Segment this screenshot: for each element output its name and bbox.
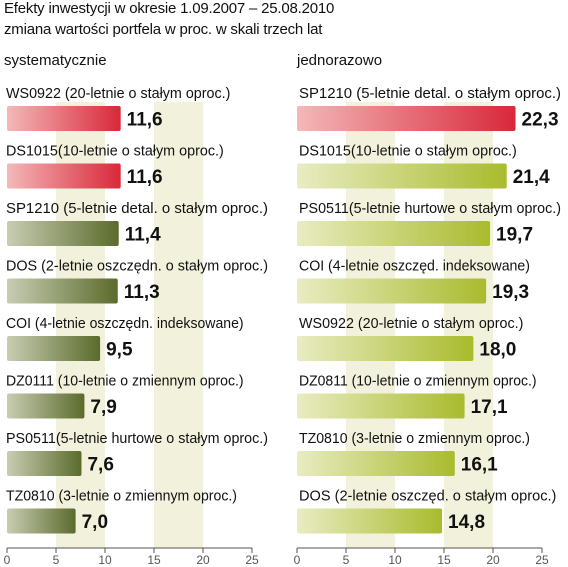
category-label: PS0511(5-letnie hurtowe o stałym oproc.) xyxy=(299,201,561,217)
category-label: DS1015(10-letnie o stałym oproc.) xyxy=(6,144,224,160)
bar xyxy=(7,163,121,189)
x-tick-label: 15 xyxy=(147,553,161,567)
category-label: COI (4-letnie oszczęd. indeksowane) xyxy=(299,259,530,275)
category-label: DOS (2-letnie oszczęd. o stałym oproc.) xyxy=(299,489,556,505)
bar xyxy=(297,451,455,476)
bar xyxy=(7,336,101,361)
chart-subtitle: zmiana wartości portfela w proc. w skali… xyxy=(4,21,323,38)
x-tick-label: 20 xyxy=(486,553,500,567)
category-label: WS0922 (20-letnie o stałym oproc.) xyxy=(6,86,230,102)
value-label: 19,3 xyxy=(492,282,529,303)
x-tick-label: 0 xyxy=(4,553,11,567)
x-tick-label: 15 xyxy=(437,553,451,567)
chart-title: Efekty inwestycji w okresie 1.09.2007 – … xyxy=(4,0,335,17)
value-label: 18,0 xyxy=(479,340,516,361)
value-label: 16,1 xyxy=(461,455,498,476)
bar xyxy=(7,221,119,246)
value-label: 19,7 xyxy=(496,225,533,246)
category-label: DZ0111 (10-letnie o zmiennym oproc.) xyxy=(6,374,244,390)
category-label: SP1210 (5-letnie detal. o stałym oproc.) xyxy=(299,86,561,102)
bar xyxy=(7,393,85,419)
bar xyxy=(297,336,474,361)
bar xyxy=(297,221,491,246)
value-label: 7,0 xyxy=(82,512,108,533)
panel-systematycznie: 0 5 10 15 20 25 WS0922 (20-letnie o stałym opr… xyxy=(4,86,268,567)
category-label: WS0922 (20-letnie o stałym oproc.) xyxy=(299,316,523,332)
panel-title-jednorazowo: jednorazowo xyxy=(297,52,383,69)
value-label: 22,3 xyxy=(522,110,559,131)
x-tick-label: 25 xyxy=(245,553,259,567)
value-label: 9,5 xyxy=(106,340,133,361)
value-label: 21,4 xyxy=(513,167,550,188)
category-label: DZ0811 (10-letnie o zmiennym oproc.) xyxy=(299,374,537,390)
category-label: DOS (2-letnie oszczędn. o stałym oproc.) xyxy=(6,259,268,275)
value-label: 14,8 xyxy=(448,512,485,533)
value-label: 11,6 xyxy=(127,110,163,131)
x-tick-label: 25 xyxy=(535,553,549,567)
value-label: 7,9 xyxy=(90,397,116,418)
value-label: 7,6 xyxy=(87,455,113,476)
x-tick-label: 5 xyxy=(343,553,350,567)
x-tick-label: 10 xyxy=(388,553,402,567)
x-tick-label: 5 xyxy=(53,553,60,567)
category-label: TZ0810 (3-letnie o zmiennym oproc.) xyxy=(299,431,530,447)
value-label: 11,4 xyxy=(125,225,161,246)
category-label: TZ0810 (3-letnie o zmiennym oproc.) xyxy=(6,489,237,505)
x-tick-label: 20 xyxy=(196,553,210,567)
bar xyxy=(297,106,516,131)
category-label: DS1015(10-letnie o stałym oproc.) xyxy=(299,144,517,160)
category-label: PS0511(5-letnie hurtowe o stałym oproc.) xyxy=(6,431,268,447)
bar xyxy=(297,278,487,304)
bar xyxy=(7,278,118,304)
category-label: SP1210 (5-letnie detal. o stałym oproc.) xyxy=(6,201,268,217)
bar xyxy=(297,508,443,534)
category-label: COI (4-letnie oszczędn. indeksowane) xyxy=(6,316,244,332)
grid-stripe xyxy=(154,102,203,548)
bar xyxy=(7,106,121,131)
bar xyxy=(7,451,82,476)
bar xyxy=(297,163,507,189)
bar xyxy=(297,393,465,419)
x-tick-label: 10 xyxy=(98,553,112,567)
value-label: 17,1 xyxy=(471,397,508,418)
value-label: 11,3 xyxy=(124,282,160,303)
value-label: 11,6 xyxy=(127,167,163,188)
panel-jednorazowo: 0 5 10 15 20 25 SP1210 (5-letnie detal. o stał… xyxy=(294,86,561,567)
bar xyxy=(7,508,76,534)
panel-title-systematycznie: systematycznie xyxy=(4,52,107,69)
x-tick-label: 0 xyxy=(294,553,301,567)
